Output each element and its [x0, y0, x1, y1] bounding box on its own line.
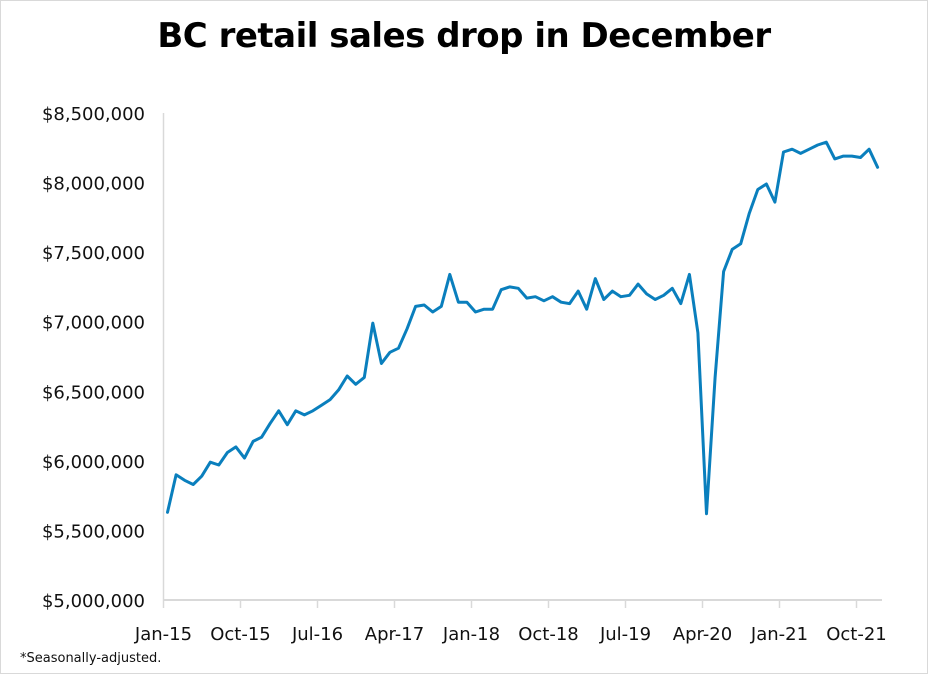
y-tick-label: $5,000,000: [42, 591, 145, 612]
y-axis: $5,000,000 $5,500,000 $6,000,000 $6,500,000…: [42, 104, 165, 612]
y-tick-label: $5,500,000: [42, 521, 145, 542]
x-tick-label: Jan-15: [134, 624, 192, 645]
x-tick-label: Oct-18: [518, 624, 579, 645]
y-tick-label: $8,500,000: [42, 104, 145, 125]
x-tick-label: Jan-21: [750, 624, 808, 645]
footnote: *Seasonally-adjusted.: [20, 651, 162, 666]
y-tick-label: $7,000,000: [42, 313, 145, 334]
x-tick-label: Apr-17: [365, 624, 424, 645]
x-tick-label: Jan-18: [442, 624, 500, 645]
chart-title: BC retail sales drop in December: [157, 16, 771, 56]
x-tick-label: Jul-19: [599, 624, 651, 645]
x-tick-label: Oct-15: [210, 624, 271, 645]
x-tick-label: Jul-16: [291, 624, 343, 645]
y-tick-label: $7,500,000: [42, 243, 145, 264]
x-axis: Jan-15 Oct-15 Jul-16 Apr-17 Jan-18 Oct-18 Jul-…: [134, 599, 887, 645]
sales-line: [166, 140, 880, 516]
x-tick-label: Oct-21: [826, 624, 887, 645]
y-tick-label: $6,500,000: [42, 382, 145, 403]
x-tick-label: Apr-20: [673, 624, 732, 645]
y-tick-label: $6,000,000: [42, 452, 145, 473]
y-tick-label: $8,000,000: [42, 174, 145, 195]
